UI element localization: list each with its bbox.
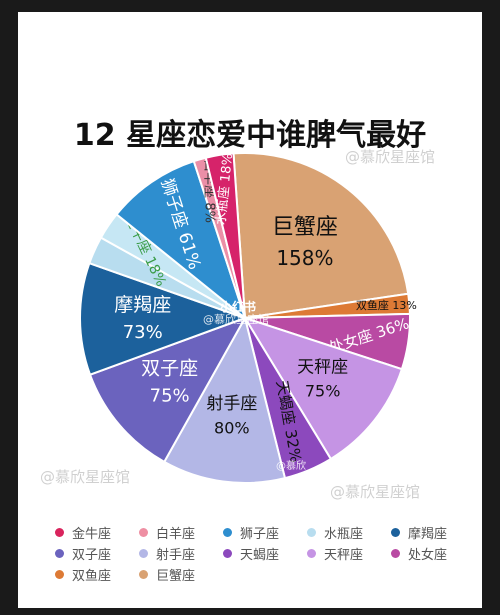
legend-swatch-2 [223, 528, 232, 537]
legend-swatch-11 [139, 570, 148, 579]
legend-item-1: 白羊座 [139, 524, 223, 542]
legend-swatch-1 [139, 528, 148, 537]
slice-value-3: 75% [305, 382, 341, 401]
legend-label-1: 白羊座 [156, 527, 196, 542]
legend-item-0: 金牛座 [55, 524, 139, 542]
slice-label-5: 射手座 [206, 394, 257, 414]
legend-label-8: 天秤座 [324, 548, 364, 563]
pie-slice-3 [242, 316, 404, 461]
legend-label-5: 双子座 [72, 548, 112, 563]
slice-label-7: 摩羯座 [114, 294, 171, 316]
legend-swatch-3 [307, 528, 316, 537]
slice-label-0: 巨蟹座 [272, 215, 338, 240]
legend-label-0: 金牛座 [72, 527, 112, 542]
pie-slice-7 [79, 261, 248, 377]
watermark-bottom-left: @慕欣星座馆 [40, 468, 131, 486]
slice-label-3: 天秤座 [297, 358, 348, 378]
legend-swatch-6 [139, 549, 148, 558]
legend-swatch-5 [55, 549, 64, 558]
legend-swatch-9 [391, 549, 400, 558]
pie-slice-5 [162, 315, 287, 484]
legend-label-10: 双鱼座 [72, 569, 112, 584]
slice-label-group-12: 水瓶座 18% [214, 153, 236, 226]
legend-swatch-4 [391, 528, 400, 537]
legend-label-6: 射手座 [156, 548, 196, 563]
slice-value-5: 80% [214, 418, 250, 437]
watermark-top-right: @慕欣星座馆 [345, 148, 436, 166]
legend-item-6: 射手座 [139, 545, 223, 563]
chart-title: 12 星座恋爱中谁脾气最好 [73, 118, 427, 153]
chart-legend: 金牛座 白羊座 狮子座 水瓶座 摩羯座双子座 射手座 天蝎座 天秤座 处女座双鱼座 巨蟹座 [55, 524, 475, 584]
slice-label-6: 双子座 [141, 357, 198, 379]
slice-value-7: 73% [123, 322, 163, 343]
legend-item-3: 水瓶座 [307, 524, 391, 542]
pie-slice-6 [88, 316, 248, 464]
slice-value-0: 158% [276, 246, 333, 270]
slice-label-group-1: 双鱼座 13% [356, 298, 417, 312]
legend-item-2: 狮子座 [223, 524, 307, 542]
pie-slice-0 [232, 152, 410, 320]
legend-item-7: 天蝎座 [223, 545, 307, 563]
watermark-slice-handle: @慕欣 [276, 461, 306, 472]
slice-value-6: 75% [150, 386, 190, 407]
watermark-center-brand: 小红书 [220, 300, 257, 314]
legend-label-9: 处女座 [408, 548, 448, 563]
legend-swatch-0 [55, 528, 64, 537]
legend-swatch-10 [55, 570, 64, 579]
pie-slice-12 [204, 152, 246, 319]
legend-label-4: 摩羯座 [408, 527, 448, 542]
legend-item-10: 双鱼座 [55, 566, 139, 584]
slice-label-group-0: 巨蟹座 158% [272, 215, 338, 270]
watermark-center-handle: @慕欣星座馆 [203, 313, 269, 326]
legend-label-3: 水瓶座 [324, 527, 364, 542]
slice-label-12: 水瓶座 18% [214, 153, 236, 226]
legend-item-8: 天秤座 [307, 545, 391, 563]
slice-label-group-5: 射手座 80% [206, 394, 257, 437]
legend-label-7: 天蝎座 [240, 548, 280, 563]
slice-label-group-6: 双子座 75% [141, 357, 198, 406]
legend-swatch-8 [307, 549, 316, 558]
legend-item-9: 处女座 [391, 545, 475, 563]
slice-label-group-3: 天秤座 75% [297, 358, 348, 401]
legend-item-4: 摩羯座 [391, 524, 475, 542]
slice-label-group-7: 摩羯座 73% [114, 294, 171, 343]
legend-item-5: 双子座 [55, 545, 139, 563]
pie-slice-10 [115, 159, 247, 321]
legend-label-11: 巨蟹座 [156, 569, 196, 584]
legend-label-2: 狮子座 [240, 527, 280, 542]
watermark-bottom-right: @慕欣星座馆 [330, 483, 421, 501]
legend-swatch-7 [223, 549, 232, 558]
legend-item-11: 巨蟹座 [139, 566, 223, 584]
slice-label-1: 双鱼座 13% [356, 298, 417, 312]
